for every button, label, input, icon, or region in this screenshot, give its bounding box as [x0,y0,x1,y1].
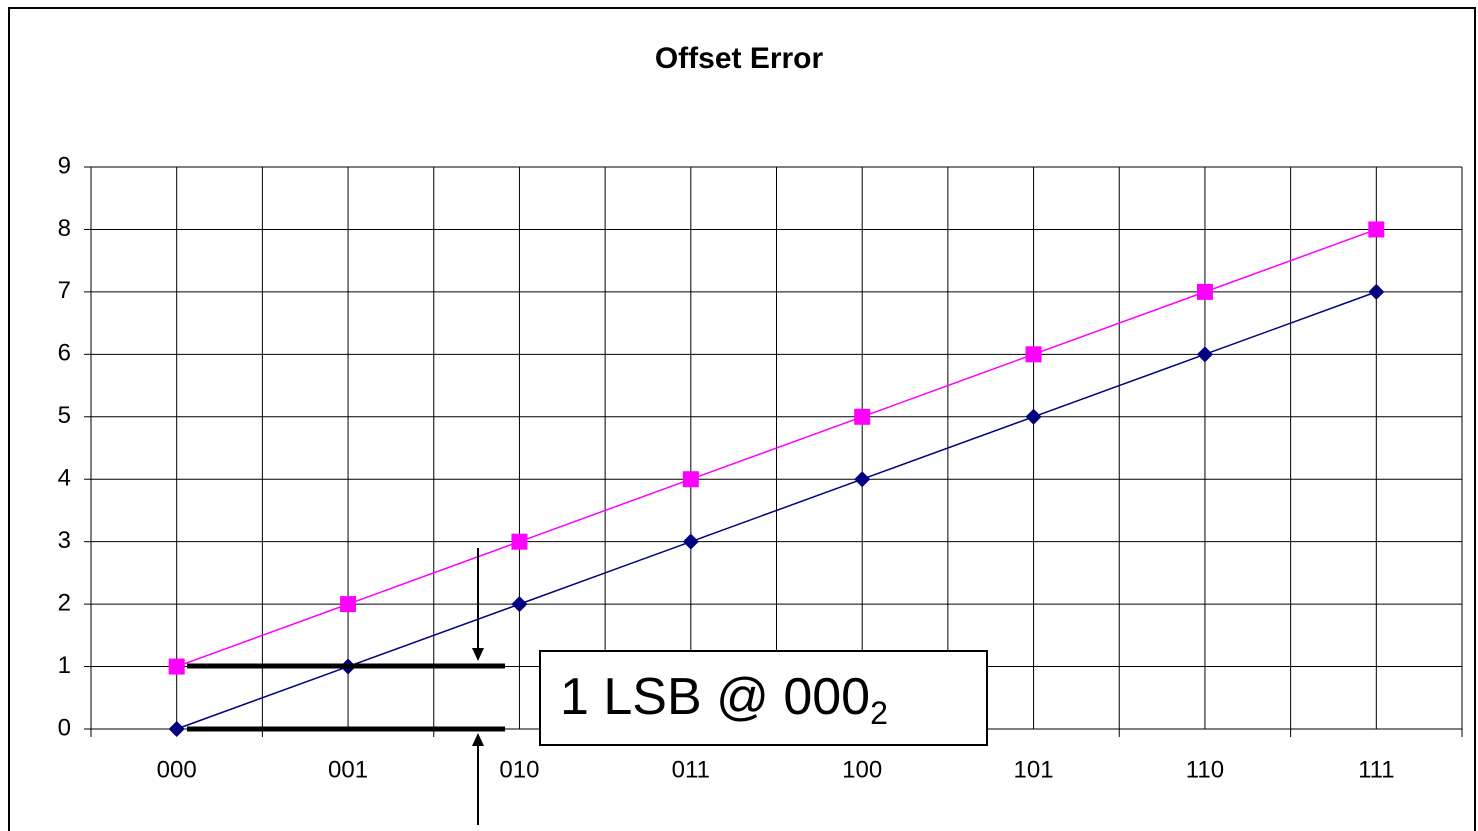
y-tick-label: 4 [58,465,71,492]
y-tick-label: 7 [58,277,71,304]
x-tick-label: 101 [1014,756,1054,783]
annotation-box [539,650,988,746]
diamond-marker [1196,346,1213,363]
diamond-marker [1368,283,1385,300]
y-tick-label: 8 [58,215,71,242]
annotation-layer: 1 LSB @ 0002 [187,548,988,825]
x-tick-label: 001 [328,756,368,783]
annotation-subscript: 2 [870,695,888,731]
y-tick-label: 2 [58,589,71,616]
arrow-head [472,733,484,746]
x-tick-label: 000 [157,756,197,783]
series-line [176,228,1377,668]
diamond-marker [168,721,185,737]
x-tick-label: 010 [499,756,539,783]
y-tick-label: 0 [58,714,71,741]
y-tick-label: 5 [58,402,71,429]
plot-area: 0 1 2 3 4 5 6 7 8 9 000 001 010 011 100 101 110 111 [58,152,1463,783]
square-marker [682,471,699,488]
diamond-marker [511,596,528,613]
x-tick-label: 011 [672,756,710,783]
square-marker [511,533,528,550]
x-tick-label: 100 [842,756,882,783]
arrow-head [472,648,484,661]
series-line [176,291,1377,730]
y-tick-label: 1 [58,652,71,679]
x-tick-label: 110 [1186,756,1224,783]
square-marker [1196,283,1213,300]
diamond-marker [1025,408,1042,425]
square-marker [168,658,185,675]
annotation-main: 1 LSB @ 000 [560,668,870,726]
diamond-marker [682,533,699,550]
chart-title: Offset Error [655,42,824,75]
square-marker [854,408,871,425]
y-tick-label: 3 [58,527,71,554]
y-tick-label: 6 [58,340,71,367]
annotation-text: 1 LSB @ 0002 [560,668,888,732]
square-marker [1025,346,1042,363]
square-marker [1368,221,1385,238]
diamond-marker [854,471,871,488]
y-tick-label: 9 [58,152,71,179]
x-tick-label: 111 [1358,756,1394,783]
square-marker [340,596,357,613]
